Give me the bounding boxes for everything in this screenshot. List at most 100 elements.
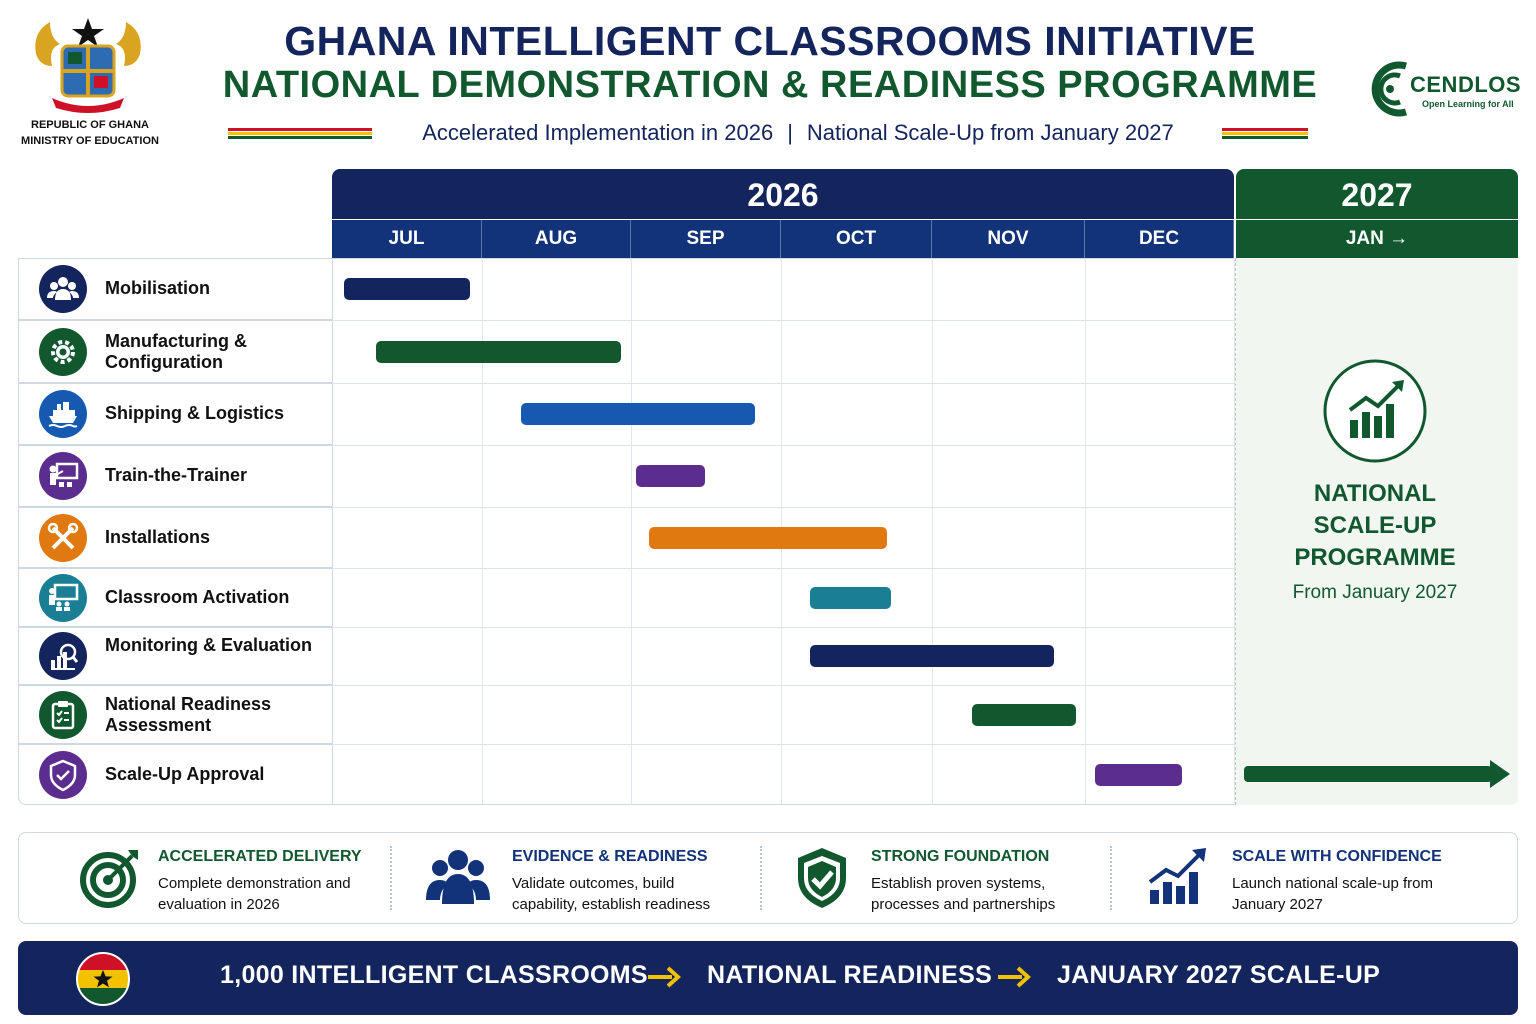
row-divider	[18, 743, 332, 745]
benefits-panel	[18, 832, 1518, 924]
page-subtitle: NATIONAL DEMONSTRATION & READINESS PROGR…	[222, 64, 1318, 106]
gantt-bar	[971, 703, 1076, 726]
clipboard-icon	[39, 690, 87, 739]
grid-hline	[18, 506, 1236, 508]
task-label: Monitoring & Evaluation	[105, 635, 312, 655]
benefit-divider	[760, 846, 762, 910]
footer-banner	[18, 941, 1518, 1015]
task-label: Mobilisation	[105, 278, 210, 298]
grid-vline	[631, 258, 632, 805]
people-group-icon	[39, 265, 87, 313]
grid-hline	[18, 444, 1236, 446]
footer-item: NATIONAL READINESS	[707, 961, 993, 989]
grid-vline	[1234, 258, 1235, 805]
footer-item: 1,000 INTELLIGENT CLASSROOMS	[220, 961, 648, 989]
gantt-bar	[1095, 763, 1182, 786]
month-header: NOV	[932, 220, 1085, 258]
row-divider	[18, 319, 332, 321]
ghana-flag-icon	[76, 952, 130, 1006]
gantt-bar	[809, 645, 1055, 667]
grid-hline	[18, 743, 1236, 745]
month-header: AUG	[482, 220, 631, 258]
grid-hline	[18, 319, 1236, 321]
grid-vline	[932, 258, 933, 805]
shield-check-icon	[39, 750, 87, 799]
gov-line-1: REPUBLIC OF GHANA	[31, 119, 149, 131]
grid-vline	[482, 258, 483, 805]
ship-icon	[39, 390, 87, 438]
benefit-heading: ACCELERATED DELIVERY	[158, 848, 362, 865]
gantt-bar	[344, 278, 470, 300]
benefit-text: Validate outcomes, build capability, est…	[512, 875, 711, 913]
trainer-icon	[39, 452, 87, 500]
month-header: OCT	[781, 220, 932, 258]
arrow-right-icon	[648, 966, 681, 988]
grid-hline	[18, 626, 1236, 628]
chart-magnifier-icon	[39, 632, 87, 680]
benefit-divider	[1110, 846, 1112, 910]
tools-icon	[39, 513, 87, 562]
month-header: SEP	[631, 220, 781, 258]
gantt-bar	[635, 465, 705, 487]
gantt-bar	[375, 340, 621, 363]
grid-hline	[18, 684, 1236, 686]
scale-up-title-line: SCALE-UP	[1313, 512, 1437, 539]
grid-hline	[18, 382, 1236, 384]
jan-divider	[1235, 258, 1236, 805]
gantt-bar	[649, 526, 887, 549]
classroom-icon	[39, 573, 87, 622]
row-divider	[18, 506, 332, 508]
row-divider	[18, 382, 332, 384]
benefit-heading: SCALE WITH CONFIDENCE	[1232, 848, 1442, 865]
ghana-stripe-right	[1222, 128, 1308, 142]
logo-tagline: Open Learning for All	[1422, 99, 1514, 109]
grid-vline	[1085, 258, 1086, 805]
growth-chart-icon	[1323, 359, 1427, 463]
month-header: JUL	[332, 220, 482, 258]
benefit-heading: EVIDENCE & READINESS	[512, 848, 708, 865]
task-label: National Readiness Assessment	[105, 693, 272, 735]
row-divider	[18, 567, 332, 569]
scale-up-subtitle: From January 2027	[1292, 582, 1458, 603]
task-label: Classroom Activation	[105, 586, 290, 607]
gov-line-2: MINISTRY OF EDUCATION	[21, 135, 159, 147]
row-divider	[18, 444, 332, 446]
row-divider	[18, 626, 332, 628]
year-header-2027: 2027	[1236, 169, 1518, 219]
benefit-text: Complete demonstration and evaluation in…	[158, 875, 351, 913]
growth-chart-icon	[1148, 848, 1206, 904]
benefit-heading: STRONG FOUNDATION	[871, 848, 1050, 865]
gantt-bar	[809, 586, 892, 609]
ghana-coat-of-arms-icon	[35, 18, 141, 113]
scale-up-title-line: PROGRAMME	[1294, 544, 1456, 571]
scale-up-title-line: NATIONAL	[1313, 480, 1437, 507]
target-icon	[80, 850, 138, 908]
shield-check-icon	[798, 848, 846, 908]
arrow-right-icon	[998, 966, 1031, 988]
year-header-2026: 2026	[332, 169, 1234, 219]
row-divider	[18, 684, 332, 686]
subtitle-left: Accelerated Implementation in 2026	[422, 120, 774, 145]
task-label: Scale-Up Approval	[105, 763, 265, 784]
benefit-text: Establish proven systems, processes and …	[871, 875, 1056, 913]
task-label: Train-the-Trainer	[105, 465, 248, 485]
logo-name: CENDLOS	[1410, 72, 1522, 97]
government-label: REPUBLIC OF GHANA MINISTRY OF EDUCATION	[10, 117, 170, 149]
jan-2027-panel	[1236, 258, 1518, 805]
subtitle-right: National Scale-Up from January 2027	[806, 120, 1174, 145]
subtitle-separator: |	[787, 120, 793, 145]
gear-icon	[39, 327, 87, 376]
subtitle-line: Accelerated Implementation in 2026 | Natio…	[380, 120, 1216, 146]
ghana-stripe-left	[228, 128, 372, 142]
grid-hline	[18, 567, 1236, 569]
task-label: Manufacturing & Configuration	[105, 330, 247, 372]
task-label: Installations	[105, 526, 211, 547]
footer-item: JANUARY 2027 SCALE-UP	[1057, 961, 1381, 989]
page-title: GHANA INTELLIGENT CLASSROOMS INITIATIVE	[284, 18, 1256, 64]
month-header: DEC	[1085, 220, 1234, 258]
month-header: JAN →	[1236, 220, 1518, 258]
gantt-bar	[520, 403, 756, 425]
task-label: Shipping & Logistics	[105, 403, 284, 423]
cendlos-logo-icon	[1371, 61, 1407, 117]
grid-vline	[332, 258, 333, 805]
